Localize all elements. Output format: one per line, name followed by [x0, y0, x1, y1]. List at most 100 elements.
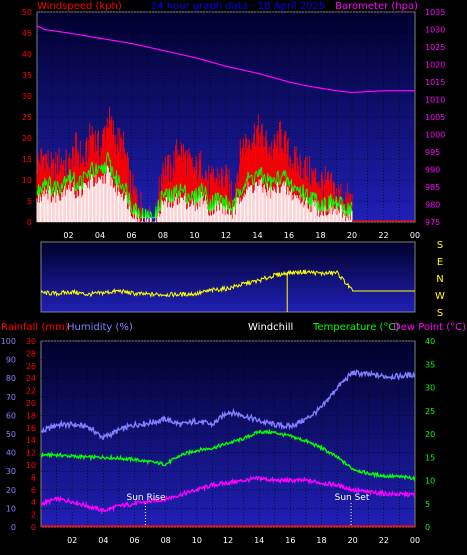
sunset-label: Sun Set: [335, 493, 370, 503]
rainfall-label: Rainfall (mm): [1, 322, 69, 333]
dewpoint-line: [40, 475, 416, 515]
time-tick-label: 22: [378, 231, 388, 240]
direction-label: E: [437, 257, 443, 268]
time-tick-label: 18: [316, 536, 326, 545]
humidity-tick-label: 60: [6, 411, 16, 420]
barometer-tick-label: 1025: [425, 43, 445, 52]
temp-axes: 0102030405060708090100024681012141618202…: [1, 337, 435, 545]
humidity-tick-label: 90: [6, 356, 16, 365]
windspeed-tick-label: 25: [22, 113, 32, 122]
time-tick-label: 00: [410, 536, 420, 545]
humidity-tick-label: 100: [1, 337, 16, 346]
barometer-tick-label: 985: [425, 183, 440, 192]
rainfall-tick-label: 30: [26, 337, 36, 346]
temp-grid: [41, 340, 415, 528]
rainfall-tick-label: 24: [26, 374, 36, 383]
barometer-series: [36, 25, 415, 94]
humidity-tick-label: 70: [6, 393, 16, 402]
barometer-axis: 975 980 985 990 995 1000 1005 1010 1015 1020 1025 1…: [425, 8, 445, 227]
rainfall-tick-label: 8: [31, 473, 36, 482]
humidity-tick-label: 30: [6, 467, 16, 476]
windspeed-label: Windspeed (kph): [37, 1, 122, 12]
barometer-tick-label: 1015: [425, 78, 445, 87]
time-axis-top: 02 04 06 08 10 12 14 16 18 20 22 00: [63, 231, 420, 240]
windspeed-tick-label: 20: [22, 134, 32, 143]
barometer-tick-label: 1010: [425, 96, 445, 105]
humidity-tick-label: 20: [6, 486, 16, 495]
temperature-label: Temperature (°C): [312, 322, 399, 333]
time-tick-label: 08: [161, 536, 171, 545]
time-tick-label: 02: [67, 536, 77, 545]
temperature-line: [40, 428, 416, 482]
direction-plot-area: [40, 241, 416, 313]
rainfall-tick-label: 20: [26, 399, 36, 408]
rainfall-tick-label: 16: [26, 424, 36, 433]
windspeed-tick-label: 40: [22, 50, 32, 59]
rainfall-tick-label: 2: [31, 511, 36, 520]
windspeed-tick-label: 45: [22, 29, 32, 38]
chart-title: 24 hour graph data - 18 April 2025: [151, 1, 325, 12]
barometer-tick-label: 1005: [425, 113, 445, 122]
time-tick-label: 12: [223, 536, 233, 545]
time-tick-label: 08: [158, 231, 168, 240]
temperature-tick-label: 35: [425, 360, 435, 369]
time-tick-label: 12: [221, 231, 231, 240]
windspeed-tick-label: 50: [22, 8, 32, 17]
rainfall-tick-label: 14: [26, 436, 36, 445]
barometer-tick-label: 995: [425, 148, 440, 157]
barometer-line: [36, 25, 415, 94]
rainfall-tick-label: 0: [31, 523, 36, 532]
temperature-tick-label: 10: [425, 477, 435, 486]
wind-series: [36, 106, 415, 222]
barometer-tick-label: 1030: [425, 26, 445, 35]
rainfall-tick-label: 28: [26, 349, 36, 358]
time-tick-label: 14: [252, 231, 262, 240]
time-tick-label: 02: [63, 231, 73, 240]
rainfall-tick-label: 12: [26, 449, 36, 458]
barometer-tick-label: 1035: [425, 8, 445, 17]
humidity-tick-label: 40: [6, 449, 16, 458]
time-tick-label: 16: [284, 231, 294, 240]
temperature-tick-label: 0: [425, 523, 430, 532]
average-line: [36, 151, 353, 219]
time-tick-label: 06: [126, 231, 136, 240]
windchill-label: Windchill: [248, 322, 293, 333]
dewpoint-label: Dew Point (°C): [393, 322, 466, 333]
time-tick-label: 20: [347, 231, 357, 240]
humidity-label: Humidity (%): [67, 322, 133, 333]
rainfall-tick-label: 4: [31, 498, 36, 507]
barometer-tick-label: 1020: [425, 61, 445, 70]
time-tick-label: 16: [285, 536, 295, 545]
time-tick-label: 10: [192, 536, 202, 545]
temperature-tick-label: 40: [425, 337, 435, 346]
sunrise-label: Sun Rise: [127, 493, 166, 503]
time-tick-label: 18: [315, 231, 325, 240]
barometer-tick-label: 1000: [425, 131, 445, 140]
temperature-tick-label: 25: [425, 407, 435, 416]
rainfall-tick-label: 18: [26, 411, 36, 420]
time-tick-label: 04: [98, 536, 108, 545]
windspeed-tick-label: 30: [22, 92, 32, 101]
time-tick-label: 04: [95, 231, 105, 240]
barometer-tick-label: 975: [425, 218, 440, 227]
temp-series: [40, 369, 416, 527]
temperature-tick-label: 30: [425, 384, 435, 393]
temperature-tick-label: 15: [425, 453, 435, 462]
direction-label: W: [435, 291, 445, 302]
windspeed-tick-label: 10: [22, 176, 32, 185]
rainfall-tick-label: 22: [26, 387, 36, 396]
barometer-tick-label: 980: [425, 201, 440, 210]
direction-line: [40, 269, 415, 298]
direction-label: S: [437, 308, 443, 319]
windspeed-tick-label: 5: [27, 197, 32, 206]
time-tick-label: 00: [410, 231, 420, 240]
windspeed-axis: 0 5 10 15 20 25 30 35 40 45 50: [22, 8, 32, 227]
temperature-tick-label: 20: [425, 430, 435, 439]
time-tick-label: 06: [129, 536, 139, 545]
time-tick-label: 14: [254, 536, 264, 545]
barometer-label: Barometer (hpa): [335, 1, 418, 12]
time-tick-label: 22: [379, 536, 389, 545]
direction-label: S: [437, 240, 443, 251]
